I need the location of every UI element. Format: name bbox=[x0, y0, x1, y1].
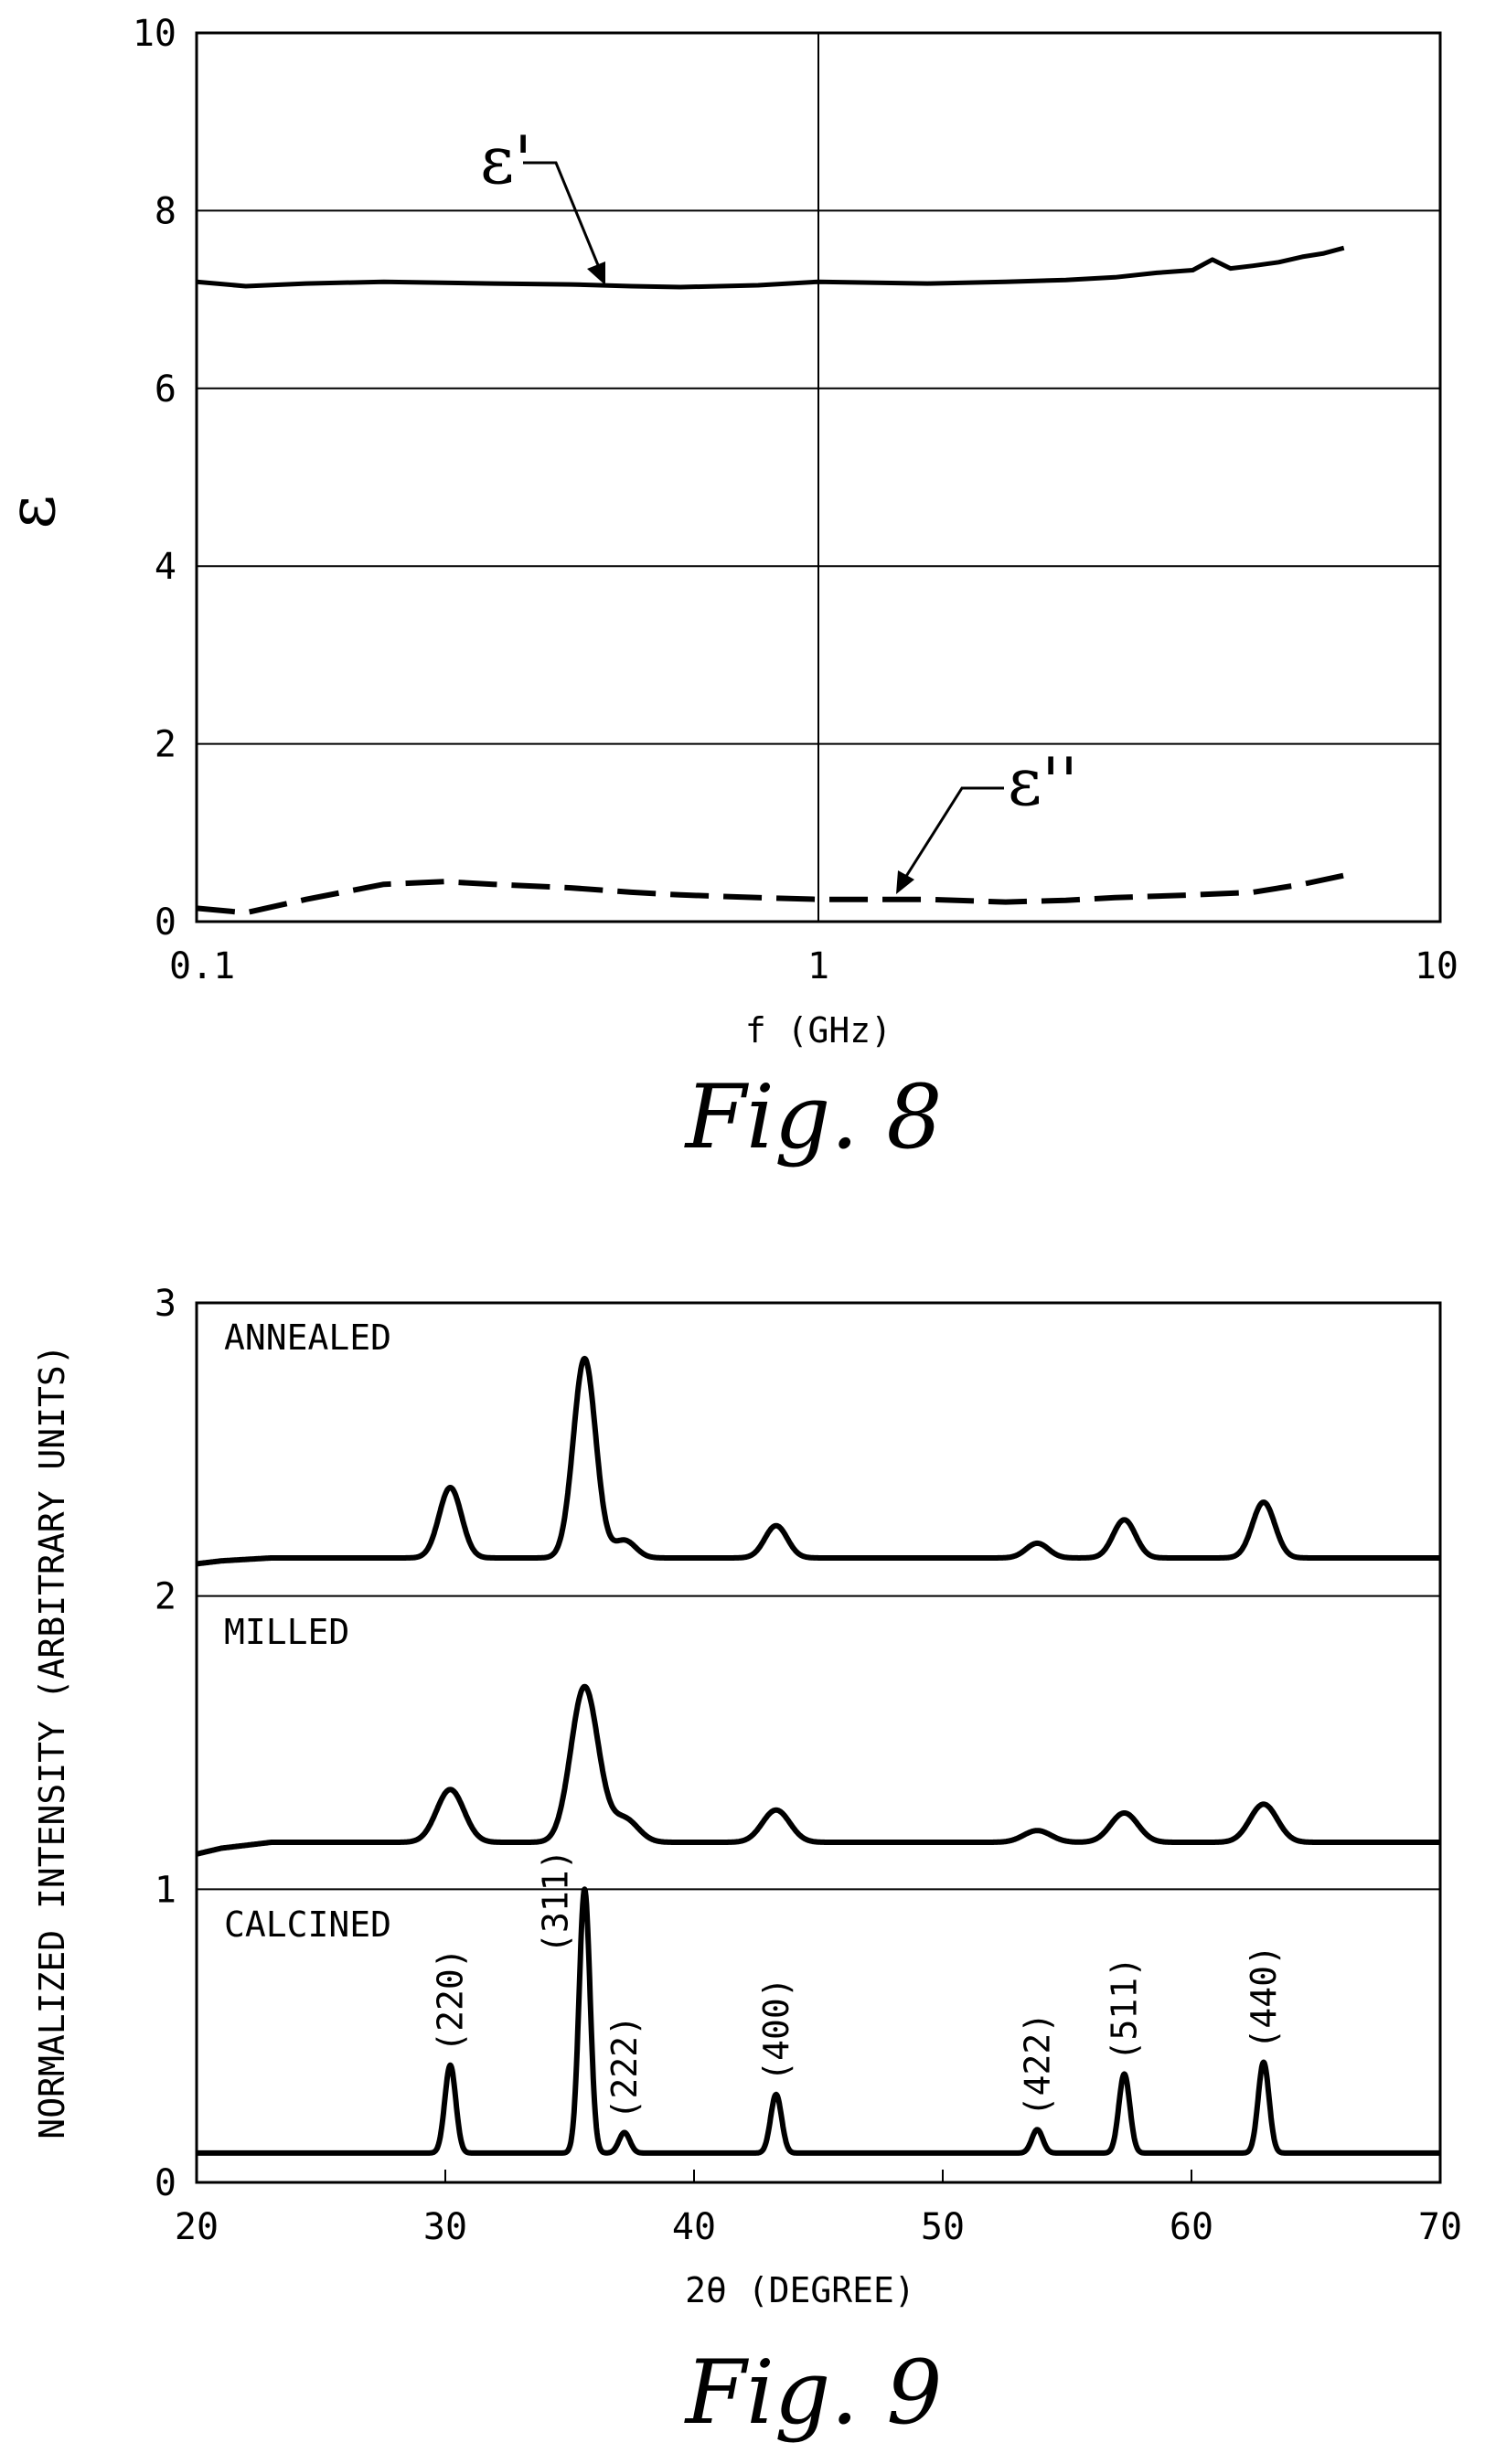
fig8-eps-double-prime-arrowhead bbox=[896, 870, 914, 894]
fig8-legend-eps-prime: ε' bbox=[480, 122, 532, 198]
fig8-chart: 0.1 1 10 0 2 4 6 8 10 ε f (GHz) ε' ε'' Fig. 8 bbox=[0, 13, 1458, 1168]
fig9-y-tick-label: 2 bbox=[155, 1576, 176, 1618]
fig9-series-calcined bbox=[194, 1886, 1443, 2156]
fig8-gridlines bbox=[197, 33, 1440, 922]
fig8-eps-prime-arrowhead bbox=[587, 261, 605, 285]
fig9-series-milled bbox=[194, 1683, 1443, 1857]
fig8-legend-eps-double-prime: ε'' bbox=[1008, 743, 1078, 820]
fig9-peak-label: (220) bbox=[430, 1947, 470, 2052]
fig8-y-tick-label: 8 bbox=[155, 190, 176, 232]
fig8-series-eps-double-prime bbox=[196, 872, 1345, 916]
fig8-x-tick-label: 0.1 bbox=[169, 945, 235, 987]
fig9-peak-label: (222) bbox=[604, 2015, 645, 2119]
fig9-x-tick-label: 50 bbox=[921, 2206, 965, 2248]
fig9-x-ticks: 20 30 40 50 60 70 bbox=[175, 2170, 1462, 2248]
fig8-y-tick-label: 0 bbox=[155, 901, 176, 944]
fig8-y-ticks: 0 2 4 6 8 10 bbox=[133, 13, 176, 944]
fig9-series-annealed bbox=[194, 1355, 1443, 1567]
fig9-x-tick-label: 70 bbox=[1418, 2206, 1462, 2248]
fig8-y-tick-label: 10 bbox=[133, 13, 176, 55]
fig8-x-axis-label: f (GHz) bbox=[745, 1010, 892, 1051]
fig9-peak-labels: (220) (311) (222) (400) (422) (511) (440) bbox=[430, 1849, 1283, 2119]
fig8-series-group bbox=[196, 245, 1345, 916]
fig9-x-axis-label: 2θ (DEGREE) bbox=[685, 2270, 915, 2310]
fig8-y-axis-label: ε bbox=[0, 495, 69, 528]
fig9-x-tick-label: 60 bbox=[1170, 2206, 1213, 2248]
fig8-x-tick-label: 1 bbox=[807, 945, 829, 987]
fig8-plot-frame bbox=[195, 31, 1442, 923]
fig9-y-tick-label: 3 bbox=[155, 1283, 176, 1325]
fig9-x-tick-label: 40 bbox=[672, 2206, 716, 2248]
fig9-label-milled: MILLED bbox=[224, 1612, 349, 1652]
fig9-x-tick-label: 20 bbox=[175, 2206, 219, 2248]
fig8-y-tick-label: 4 bbox=[155, 546, 176, 588]
fig9-y-ticks: 0 1 2 3 bbox=[155, 1283, 176, 2204]
fig9-y-tick-label: 1 bbox=[155, 1869, 176, 1911]
fig9-y-axis-label: NORMALIZED INTENSITY (ARBITRARY UNITS) bbox=[32, 1344, 72, 2139]
fig9-peak-label: (400) bbox=[756, 1977, 796, 2081]
fig9-x-tick-label: 30 bbox=[423, 2206, 467, 2248]
fig9-peak-label: (422) bbox=[1017, 2012, 1057, 2117]
fig9-label-calcined: CALCINED bbox=[224, 1904, 391, 1945]
fig8-eps-prime-arrow-line bbox=[523, 161, 600, 266]
fig8-series-eps-prime bbox=[196, 245, 1345, 290]
fig9-peak-label: (440) bbox=[1244, 1945, 1284, 2049]
fig9-plot-frame bbox=[195, 1301, 1442, 2184]
fig9-y-tick-label: 0 bbox=[155, 2162, 176, 2204]
fig8-figure-label: Fig. 8 bbox=[684, 1066, 943, 1168]
fig8-y-tick-label: 2 bbox=[155, 724, 176, 766]
fig9-panel-dividers bbox=[197, 1595, 1440, 1891]
fig9-figure-label: Fig. 9 bbox=[684, 2341, 943, 2444]
fig9-peak-label: (311) bbox=[535, 1849, 575, 1953]
fig9-label-annealed: ANNEALED bbox=[224, 1317, 391, 1358]
fig9-series-group bbox=[194, 1355, 1443, 2156]
fig9-peak-label: (511) bbox=[1105, 1957, 1145, 2061]
fig8-x-tick-label: 10 bbox=[1415, 945, 1458, 987]
fig9-chart: 20 30 40 50 60 70 0 1 2 3 ANNEALED MILLED CALCIN… bbox=[32, 1283, 1462, 2444]
fig8-x-ticks: 0.1 1 10 bbox=[169, 945, 1458, 987]
fig8-y-tick-label: 6 bbox=[155, 368, 176, 411]
fig8-eps-double-prime-arrow-line bbox=[903, 786, 1004, 879]
